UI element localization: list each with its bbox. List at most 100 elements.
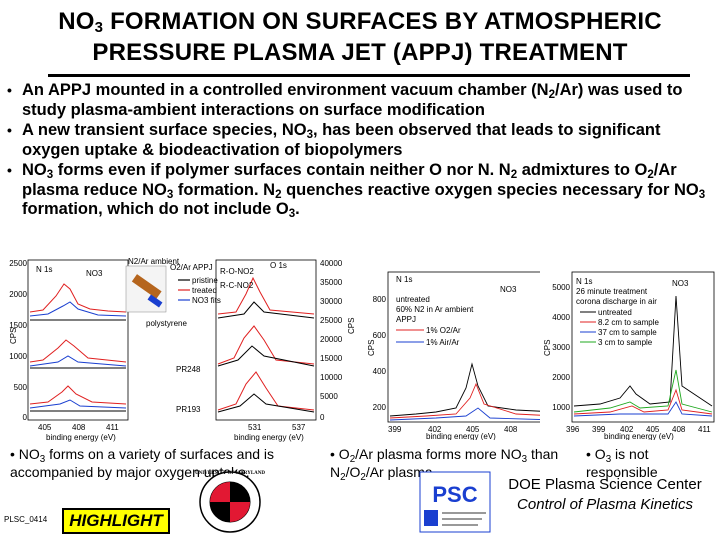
figure-xps-right: N 1s 26 minute treatment corona discharg…: [540, 266, 718, 440]
svg-text:5000: 5000: [552, 283, 570, 292]
right-x-ticks: 396 399 402 405 408 411: [566, 425, 711, 434]
svg-text:1000: 1000: [552, 403, 570, 412]
svg-text:396: 396: [566, 425, 580, 434]
caption-2: • O2/Ar plasma forms more NO3 than N2/O2…: [330, 446, 559, 483]
center-name-line-1: DOE Plasma Science Center: [508, 476, 702, 493]
right-label-37: 37 cm to sample: [598, 328, 657, 337]
bullet-list: • An APPJ mounted in a controlled environ…: [2, 81, 717, 221]
label-no3: NO3: [86, 269, 103, 278]
svg-text:UNIVERSITY OF MARYLAND: UNIVERSITY OF MARYLAND: [195, 471, 265, 476]
svg-text:3000: 3000: [552, 343, 570, 352]
svg-text:400: 400: [373, 367, 387, 376]
trace-treated-pr248: [29, 339, 127, 363]
svg-text:408: 408: [504, 425, 518, 434]
mid-label-untreated: untreated: [396, 295, 430, 304]
xtick-537: 537: [292, 423, 306, 432]
title-line-1: NO3 FORMATION ON SURFACES BY ATMOSPHERIC: [58, 8, 662, 36]
svg-text:800: 800: [373, 295, 387, 304]
xlabel-left-b: binding energy (eV): [234, 433, 304, 442]
label-n1s: N 1s: [36, 265, 52, 274]
mid-label-1o2: 1% O2/Ar: [426, 326, 461, 335]
figure-xps-left: N 1s NO3 N2/Ar ambient O2/Ar APPJ R-O-NO…: [8, 254, 362, 444]
label-polystyrene: polystyrene: [146, 319, 187, 328]
label-o1s: O 1s: [270, 261, 287, 270]
trace-fit-pr193: [29, 399, 127, 409]
appj-inset: [125, 265, 167, 313]
label-pr248: PR248: [176, 365, 201, 374]
svg-text:1500: 1500: [9, 321, 27, 330]
trace-treated-ps: [29, 283, 127, 313]
svg-text:405: 405: [646, 425, 660, 434]
legend-pristine: pristine: [192, 276, 218, 285]
bullet-2: • A new transient surface species, NO3, h…: [7, 121, 661, 159]
xtick-405: 405: [38, 423, 52, 432]
right-label-26min: 26 minute treatment: [576, 287, 648, 296]
svg-text:399: 399: [592, 425, 606, 434]
svg-text:2500: 2500: [9, 259, 27, 268]
svg-text:20000: 20000: [320, 335, 343, 344]
university-seal-logo: UNIVERSITY OF MARYLAND: [195, 471, 265, 533]
svg-text:405: 405: [466, 425, 480, 434]
label-pr193: PR193: [176, 405, 201, 414]
right-label-3: 3 cm to sample: [598, 338, 653, 347]
middle-traces: [389, 362, 557, 421]
n1s-traces: [29, 283, 127, 412]
svg-text:30000: 30000: [320, 297, 343, 306]
label-o2ar-appj: O2/Ar APPJ: [170, 263, 213, 272]
mid-xlabel: binding energy (eV): [426, 432, 496, 440]
trace-o1s-ps: [217, 276, 315, 315]
mid-label-n1s: N 1s: [396, 275, 412, 284]
bullet-1: • An APPJ mounted in a controlled environ…: [7, 81, 683, 119]
svg-text:0: 0: [23, 413, 28, 422]
svg-text:500: 500: [14, 383, 28, 392]
trace-o1s-pr248-pristine: [217, 345, 315, 367]
svg-text:PSC: PSC: [432, 482, 477, 507]
right-label-untreated: untreated: [598, 308, 632, 317]
label-r-o-no2: R-O-NO2: [220, 267, 254, 276]
right-y-ticks: 5000 4000 3000 2000 1000: [552, 283, 570, 412]
svg-text:0: 0: [320, 413, 325, 422]
svg-text:40000: 40000: [320, 259, 343, 268]
center-name-line-2: Control of Plasma Kinetics: [517, 496, 693, 513]
svg-text:1000: 1000: [9, 352, 27, 361]
svg-text:2000: 2000: [9, 290, 27, 299]
y-ticks-left: 2500 2000 1500 1000 500 0: [9, 259, 27, 422]
center-name: DOE Plasma Science Center Control of Pla…: [492, 475, 718, 515]
trace-fit-pr248: [29, 355, 127, 367]
caption-3: • O3 is not responsible: [586, 446, 658, 480]
y-ticks-right: 40000 35000 30000 25000 20000 15000 1000…: [320, 259, 343, 422]
o1s-frame: [215, 259, 317, 421]
psc-logo: PSC: [419, 471, 491, 533]
svg-text:600: 600: [373, 331, 387, 340]
figure-xps-middle: N 1s untreated 60% N2 in Ar ambient APPJ…: [366, 268, 562, 440]
slide-id: PLSC_0414: [4, 515, 48, 524]
right-traces: [573, 295, 713, 417]
xtick-408: 408: [72, 423, 86, 432]
svg-text:411: 411: [698, 425, 711, 434]
right-label-82: 8.2 cm to sample: [598, 318, 659, 327]
bullet-3: • NO3 forms even if polymer surfaces cont…: [7, 161, 706, 220]
trace-treated-pr193: [29, 385, 127, 405]
title-line-2: PRESSURE PLASMA JET (APPJ) TREATMENT: [92, 39, 628, 66]
svg-text:200: 200: [373, 403, 387, 412]
trace-fit-ps: [29, 301, 127, 317]
ylabel-left: CPS: [9, 328, 18, 344]
xtick-531: 531: [248, 423, 262, 432]
right-ylabel: CPS: [543, 340, 552, 356]
svg-text:2000: 2000: [552, 373, 570, 382]
svg-text:408: 408: [672, 425, 686, 434]
xtick-411: 411: [106, 423, 119, 432]
right-label-corona: corona discharge in air: [576, 297, 657, 306]
svg-text:402: 402: [620, 425, 634, 434]
svg-text:25000: 25000: [320, 316, 343, 325]
legend-left: pristine treated NO3 fits: [178, 276, 221, 305]
legend-treated: treated: [192, 286, 217, 295]
svg-text:5000: 5000: [320, 392, 338, 401]
highlight-badge: HIGHLIGHT: [62, 508, 170, 534]
right-label-n1s: N 1s: [576, 277, 592, 286]
mid-y-ticks: 800 600 400 200: [373, 295, 387, 412]
legend-no3-fits: NO3 fits: [192, 296, 221, 305]
appj-jet-icon: [131, 274, 162, 299]
mid-label-1air: 1% Air/Ar: [426, 338, 460, 347]
caption-1: • NO3 forms on a variety of surfaces and…: [10, 446, 275, 480]
